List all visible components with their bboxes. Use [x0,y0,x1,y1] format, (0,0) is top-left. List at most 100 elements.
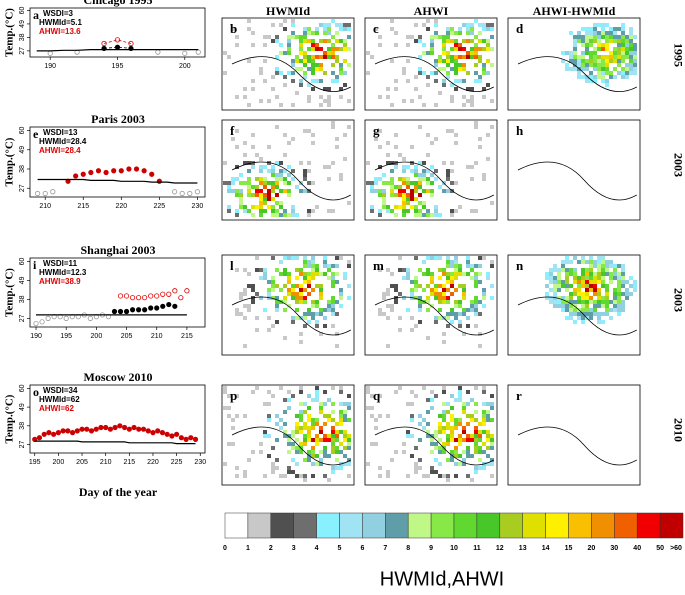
map-cell [398,268,402,272]
map-cell [466,474,470,478]
map-cell [291,434,295,438]
data-point [65,428,71,434]
map-cell [442,340,446,344]
map-cell [303,189,307,193]
map-cell [478,31,482,35]
map-cell [378,193,382,197]
map-cell [418,39,422,43]
x-tick-label: 200 [179,63,191,70]
data-point [46,429,52,436]
map-cell [235,213,239,217]
map-cell [569,296,573,300]
coastline [231,426,351,466]
map-cell [601,71,605,75]
data-point [80,171,86,177]
coastline [517,296,637,336]
map-cell [625,67,629,71]
map-cell [430,51,434,55]
map-cell [378,394,382,398]
map-cell [434,63,438,67]
y-tick-label: 49 [19,20,26,28]
map-cell [299,426,303,430]
map-cell [490,462,494,466]
map-cell [343,272,347,276]
map-cell [613,304,617,308]
map-cell [319,332,323,336]
map-cell [267,35,271,39]
map-cell [339,466,343,470]
map-cell [597,264,601,268]
map-cell [311,422,315,426]
map-cell [410,402,414,406]
map-cell [414,256,418,260]
map-cell [573,292,577,296]
map-cell [275,308,279,312]
map-cell [239,193,243,197]
map-cell [585,276,589,280]
map-cell [426,308,430,312]
colorbar-box [476,512,501,539]
map-cell [470,398,474,402]
map-cell [450,209,454,213]
map-cell [319,67,323,71]
map-cell [327,39,331,43]
data-point [121,424,128,431]
map-cell [390,59,394,63]
map-cell [283,268,287,272]
map-cell [283,209,287,213]
map-cell [335,31,339,35]
map-cell [323,256,327,260]
map-cell [557,276,561,280]
map-cell [303,438,307,442]
x-tick-label: 210 [39,203,51,210]
map-cell [335,438,339,442]
map-cell [327,23,331,27]
map-cell [565,268,569,272]
map-cell [275,39,279,43]
map-cell [331,442,335,446]
map-cell [406,272,410,276]
map-cell [589,59,593,63]
data-point [101,40,107,47]
map-cell [589,276,593,280]
map-cell [442,300,446,304]
map-cell [426,189,430,193]
map-cell [323,324,327,328]
map-cell [470,304,474,308]
map-cell [601,31,605,35]
map-cell [311,67,315,71]
map-cell [386,474,390,478]
map-cell [410,205,414,209]
map-cell [251,145,255,149]
map-cell [450,308,454,312]
data-point [129,307,136,313]
map-cell [271,173,275,177]
map-cell [434,177,438,181]
coastline [231,56,351,92]
map-cell [625,51,629,55]
map-cell [442,67,446,71]
map-cell [319,292,323,296]
map-cell [597,296,601,300]
map-cell [621,264,625,268]
map-cell [434,434,438,438]
map-panel-label: g [373,123,380,138]
map-cell [271,284,275,288]
map-cell [426,268,430,272]
data-point [45,315,51,321]
map-cell [573,67,577,71]
map-cell [307,181,311,185]
map-cell [474,55,478,59]
map-cell [335,79,339,83]
map-cell [597,55,601,59]
map-cell [243,344,247,348]
map-frame [221,119,355,221]
map-cell [434,442,438,446]
map-cell [617,300,621,304]
map-cell [450,169,454,173]
map-cell [470,454,474,458]
map-cell [279,386,283,390]
map-cell [307,161,311,165]
map-cell [315,268,319,272]
data-point [103,424,109,431]
